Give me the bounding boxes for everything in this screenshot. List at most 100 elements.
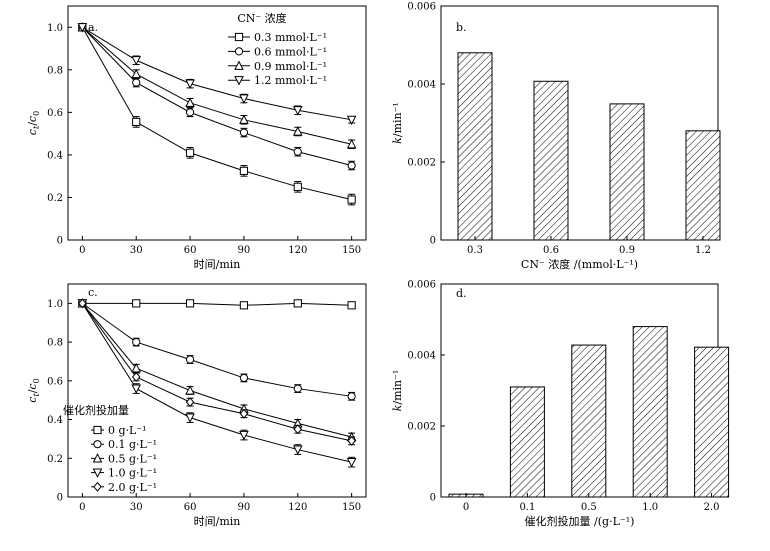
data-point bbox=[239, 430, 249, 441]
plot-frame bbox=[67, 5, 367, 241]
series-line bbox=[81, 303, 352, 442]
panel-label: a. bbox=[88, 21, 98, 34]
x-axis-label: 时间/min bbox=[194, 515, 241, 528]
legend-entry: 0 g·L⁻¹ bbox=[108, 424, 147, 437]
legend-marker bbox=[234, 47, 244, 56]
y-axis-label: k/min⁻¹ bbox=[391, 370, 404, 412]
x-tick-label: 2.0 bbox=[704, 502, 720, 513]
series-line bbox=[82, 302, 352, 397]
y-tick-label: 0.002 bbox=[407, 422, 436, 433]
legend-marker bbox=[92, 453, 103, 463]
y-tick-label: 0.004 bbox=[407, 80, 436, 91]
bar-0.5 bbox=[571, 344, 607, 498]
x-tick-label: 150 bbox=[342, 245, 361, 256]
y-tick-label: 0.2 bbox=[47, 193, 63, 204]
legend-entry: 2.0 g·L⁻¹ bbox=[108, 481, 157, 494]
bar-0.9 bbox=[609, 103, 645, 241]
data-point bbox=[239, 128, 249, 137]
data-point bbox=[239, 114, 249, 124]
data-point bbox=[239, 373, 249, 383]
panel-d: 0 0.002 0.004 0.006 0 0.1 0.5 1.0 2.0 催化剂投加量 /(g·… bbox=[391, 280, 730, 528]
data-point bbox=[131, 56, 142, 66]
y-tick-label: 0 bbox=[57, 236, 63, 247]
data-point bbox=[347, 301, 356, 310]
data-point bbox=[346, 458, 357, 468]
bar-0.6 bbox=[533, 80, 569, 241]
data-point bbox=[239, 408, 249, 419]
legend-marker bbox=[93, 440, 102, 449]
legend-entry: 1.0 g·L⁻¹ bbox=[108, 467, 157, 480]
y-tick-label: 1.0 bbox=[47, 299, 63, 310]
x-axis-label: 催化剂投加量 /(g·L⁻¹) bbox=[525, 514, 635, 528]
data-point bbox=[347, 161, 356, 170]
x-tick-label: 120 bbox=[288, 245, 307, 256]
series-0.9 mmol·L⁻¹ bbox=[77, 21, 357, 150]
data-point bbox=[132, 78, 141, 87]
data-point bbox=[185, 148, 195, 157]
bar-2.0 bbox=[694, 346, 730, 498]
data-point bbox=[292, 106, 303, 116]
data-point bbox=[185, 355, 195, 364]
data-point bbox=[185, 397, 195, 408]
y-tick-label: 0.4 bbox=[47, 415, 63, 426]
data-point bbox=[185, 79, 195, 89]
legend-title: CN⁻ 浓度 bbox=[237, 11, 286, 25]
y-tick-label: 0.6 bbox=[47, 376, 63, 387]
x-tick-label: 120 bbox=[288, 502, 307, 513]
legend-marker bbox=[93, 425, 102, 435]
y-tick-label: 0.006 bbox=[407, 2, 436, 13]
data-point bbox=[347, 435, 356, 446]
x-tick-label: 0.5 bbox=[581, 502, 597, 513]
y-axis-label: ct/c0 bbox=[26, 378, 41, 402]
y-tick-label: 0 bbox=[57, 493, 63, 504]
data-point bbox=[293, 182, 302, 191]
bar-1.0 bbox=[632, 326, 668, 498]
x-tick-label: 0.9 bbox=[619, 245, 635, 256]
data-point bbox=[347, 195, 356, 204]
legend-marker bbox=[92, 468, 103, 478]
x-tick-label: 1.2 bbox=[695, 245, 711, 256]
y-axis-label: k/min⁻¹ bbox=[391, 102, 404, 144]
data-point bbox=[346, 115, 357, 126]
data-point bbox=[293, 424, 303, 435]
legend-entry: 1.2 mmol·L⁻¹ bbox=[254, 74, 327, 87]
panel-label: c. bbox=[88, 286, 98, 299]
y-tick-label: 0 bbox=[430, 236, 436, 247]
panel-label: b. bbox=[456, 21, 467, 34]
data-point bbox=[185, 413, 195, 423]
bar-1.2 bbox=[685, 130, 721, 241]
x-tick-label: 30 bbox=[130, 245, 143, 256]
x-tick-label: 30 bbox=[130, 502, 143, 513]
y-tick-label: 0.004 bbox=[407, 351, 436, 362]
x-tick-label: 150 bbox=[342, 502, 361, 513]
legend: CN⁻ 浓度 0.3 mmol·L⁻¹0.6 mmol·L⁻¹ 0.9 mmol·L… bbox=[228, 11, 327, 87]
data-point bbox=[292, 126, 303, 136]
x-tick-label: 60 bbox=[184, 502, 197, 513]
data-point bbox=[239, 301, 249, 310]
data-point bbox=[293, 384, 302, 393]
legend-entry: 0.9 mmol·L⁻¹ bbox=[254, 60, 327, 73]
series-line bbox=[82, 26, 352, 145]
data-point bbox=[132, 117, 141, 127]
legend-title: 催化剂投加量 bbox=[63, 403, 129, 417]
data-point bbox=[77, 23, 88, 33]
series-2.0 g·L⁻¹ bbox=[78, 298, 356, 446]
data-point bbox=[185, 108, 195, 117]
plot-frame bbox=[440, 5, 719, 241]
x-tick-label: 0.3 bbox=[467, 245, 483, 256]
bar-0.1 bbox=[509, 386, 545, 498]
data-point bbox=[132, 337, 141, 347]
data-point bbox=[346, 138, 357, 149]
data-point bbox=[239, 166, 249, 175]
x-tick-label: 90 bbox=[238, 245, 251, 256]
x-tick-label: 0 bbox=[463, 502, 469, 513]
y-tick-label: 0.6 bbox=[47, 108, 63, 119]
legend-entry: 0.6 mmol·L⁻¹ bbox=[254, 45, 327, 58]
series-1.2 mmol·L⁻¹ bbox=[77, 23, 357, 126]
legend-marker bbox=[234, 76, 244, 86]
data-point bbox=[131, 68, 142, 79]
y-tick-label: 0.8 bbox=[47, 338, 63, 349]
series-0 g·L⁻¹ bbox=[78, 299, 356, 310]
data-point bbox=[131, 384, 142, 394]
